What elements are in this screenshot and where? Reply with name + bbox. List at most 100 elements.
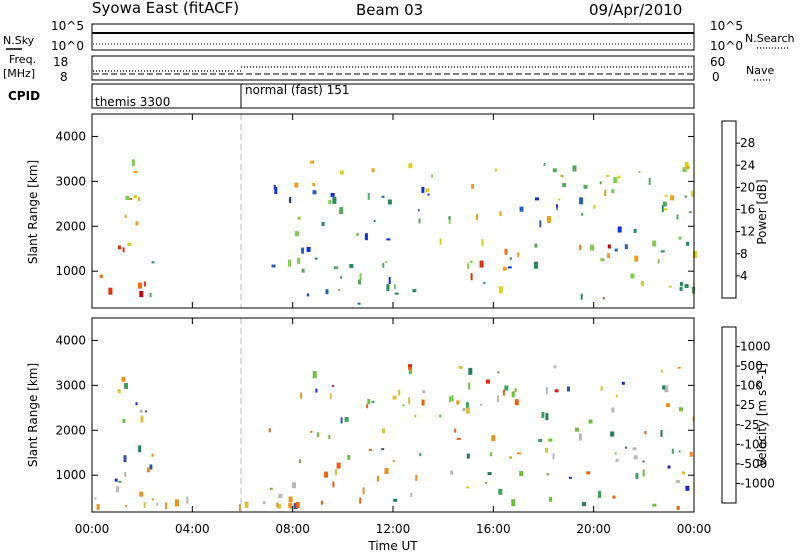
power-cell bbox=[271, 264, 276, 268]
power-cells bbox=[99, 159, 697, 305]
velocity-cell bbox=[644, 431, 647, 434]
velocity-cell bbox=[598, 490, 601, 498]
velocity-cell bbox=[238, 504, 241, 512]
power-cell bbox=[676, 214, 679, 220]
power-cell bbox=[143, 281, 146, 287]
power-cell bbox=[325, 289, 329, 295]
power-cell bbox=[386, 238, 391, 241]
velocity-colorbar-tick: 500 bbox=[740, 359, 763, 373]
power-cell bbox=[328, 200, 332, 204]
power-cell bbox=[356, 233, 359, 236]
power-cell bbox=[439, 238, 442, 245]
power-cell bbox=[294, 182, 299, 188]
power-cell bbox=[139, 291, 144, 297]
power-cell bbox=[135, 221, 139, 226]
velocity-cell bbox=[652, 503, 657, 507]
power-cell bbox=[359, 273, 362, 281]
power-ytick-label: 4000 bbox=[55, 129, 86, 143]
velocity-cell bbox=[139, 491, 144, 497]
velocity-cell bbox=[269, 487, 273, 490]
x-tick-label: 08:00 bbox=[275, 522, 310, 536]
velocity-ytick-label: 3000 bbox=[55, 378, 86, 392]
velocity-panel: 1000 2000 3000 4000 Slant Range [km] 1000 50… bbox=[26, 317, 775, 513]
power-cell bbox=[137, 197, 140, 202]
velocity-cell bbox=[621, 381, 625, 385]
velocity-cell bbox=[146, 467, 150, 473]
power-cell bbox=[133, 171, 138, 173]
power-cell bbox=[502, 266, 507, 271]
power-cell bbox=[273, 184, 276, 189]
velocity-cell bbox=[497, 395, 500, 403]
velocity-cell bbox=[567, 386, 570, 392]
velocity-cell bbox=[582, 502, 587, 507]
velocity-cell bbox=[549, 496, 553, 502]
velocity-panel-frame bbox=[91, 317, 695, 513]
velocity-cell bbox=[292, 482, 296, 489]
power-cell bbox=[630, 273, 635, 279]
power-cell bbox=[312, 190, 317, 195]
velocity-cell bbox=[553, 365, 557, 369]
power-cell bbox=[306, 293, 309, 297]
power-cell bbox=[382, 262, 385, 268]
power-cell bbox=[600, 258, 605, 262]
power-cell bbox=[151, 261, 155, 264]
velocity-cell bbox=[422, 390, 426, 394]
velocity-cell bbox=[332, 481, 335, 488]
velocity-cell bbox=[124, 382, 128, 389]
power-cell bbox=[692, 251, 697, 258]
noise-left-tick-bottom: 10^0 bbox=[51, 39, 84, 53]
freq-tick-top: 18 bbox=[53, 55, 68, 69]
velocity-cell bbox=[485, 481, 488, 484]
power-cell bbox=[289, 197, 292, 203]
power-cell bbox=[333, 266, 338, 270]
power-cell bbox=[679, 282, 683, 286]
power-cell bbox=[310, 160, 315, 164]
power-panel: 1000 2000 3000 4000 Slant Range [km] 28 24 20… bbox=[26, 113, 769, 309]
velocity-cell bbox=[667, 465, 671, 469]
velocity-cell bbox=[468, 367, 473, 375]
velocity-cell bbox=[392, 460, 395, 463]
velocity-cell bbox=[498, 488, 503, 495]
velocity-cell bbox=[514, 388, 517, 393]
power-colorbar-tick: 4 bbox=[740, 269, 748, 283]
velocity-cell bbox=[340, 417, 343, 424]
velocity-cell bbox=[324, 471, 329, 478]
power-cell bbox=[558, 198, 561, 201]
velocity-cell bbox=[368, 448, 372, 451]
x-tick-label: 04:00 bbox=[175, 522, 210, 536]
power-cell bbox=[386, 284, 390, 292]
power-colorbar-tick: 12 bbox=[740, 225, 755, 239]
velocity-cell bbox=[367, 399, 371, 404]
velocity-cell bbox=[118, 480, 122, 483]
power-cell bbox=[686, 166, 690, 170]
power-cell bbox=[471, 183, 475, 189]
power-cell bbox=[607, 244, 611, 249]
velocity-cell bbox=[664, 385, 669, 393]
velocity-cell bbox=[611, 407, 615, 413]
power-cell bbox=[504, 248, 508, 255]
velocity-colorbar-label: Velocity [m s^-1] bbox=[755, 363, 769, 467]
velocity-colorbar-tick: -25 bbox=[740, 418, 760, 432]
power-cell bbox=[535, 197, 539, 201]
power-cell bbox=[274, 187, 278, 194]
velocity-cell bbox=[502, 389, 505, 396]
power-cell bbox=[381, 195, 385, 198]
power-colorbar-tick: 8 bbox=[740, 247, 748, 261]
velocity-cell bbox=[347, 454, 351, 460]
velocity-cell bbox=[384, 468, 389, 474]
power-cell bbox=[684, 284, 689, 288]
noise-right-tick-top: 10^5 bbox=[710, 19, 743, 33]
velocity-cell bbox=[277, 503, 281, 509]
velocity-cell bbox=[149, 464, 153, 470]
velocity-colorbar: 1000 500 100 25 -25 -100 -500 -1000 bbox=[721, 326, 775, 504]
power-cell bbox=[371, 168, 375, 173]
velocity-cell bbox=[328, 435, 331, 439]
velocity-cell bbox=[410, 492, 413, 497]
velocity-colorbar-tick: 25 bbox=[740, 398, 755, 412]
velocity-ytick-label: 2000 bbox=[55, 423, 86, 437]
power-cell bbox=[306, 246, 311, 252]
velocity-cell bbox=[381, 448, 385, 451]
power-cell bbox=[417, 209, 420, 212]
power-cell bbox=[617, 175, 621, 179]
velocity-cell bbox=[156, 502, 159, 506]
